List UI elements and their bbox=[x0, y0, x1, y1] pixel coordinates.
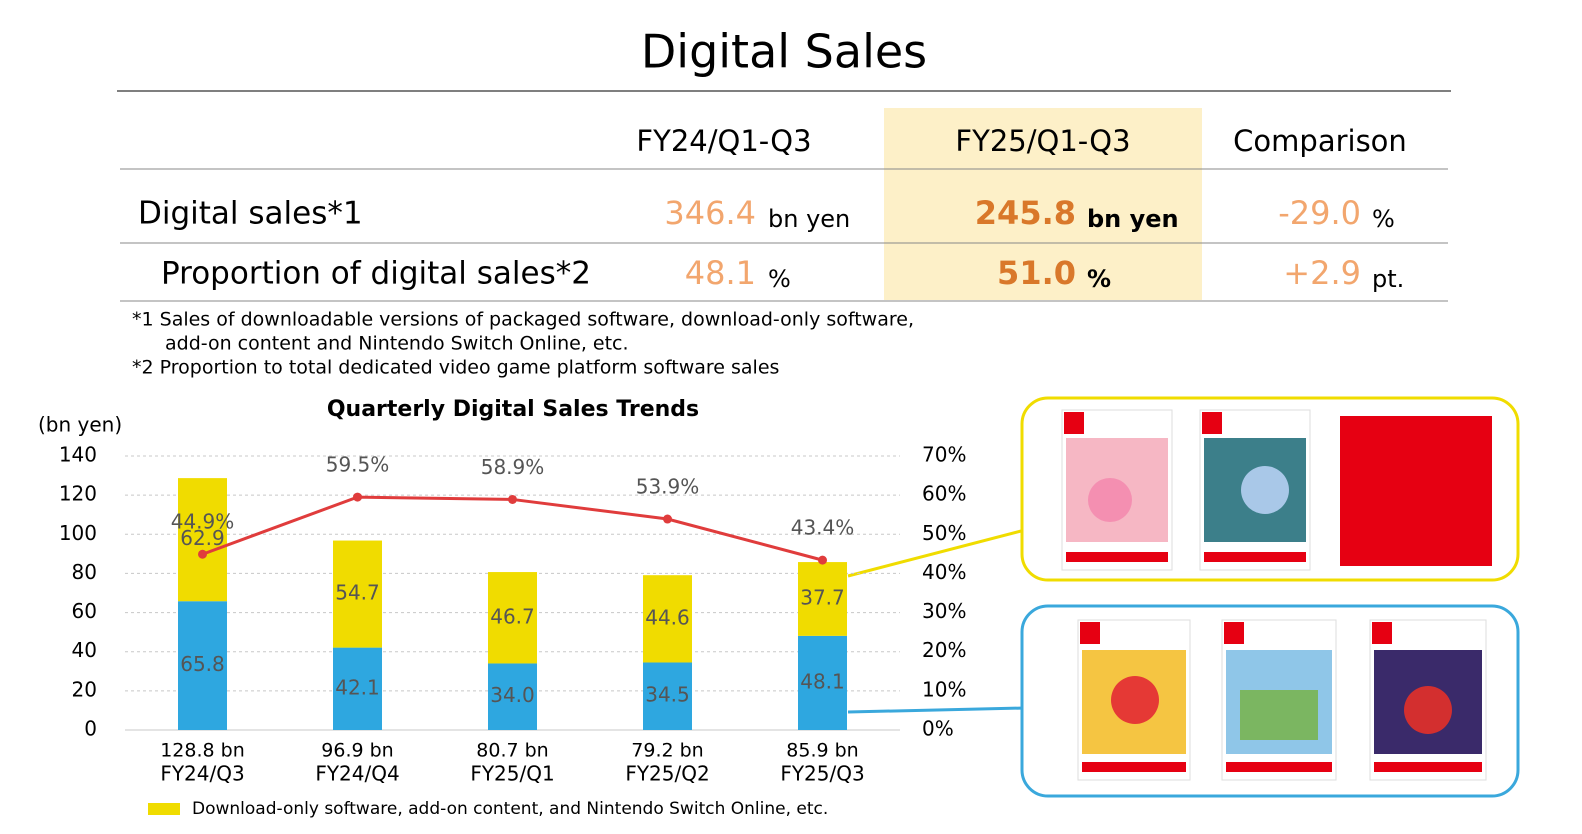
bar-segment bbox=[488, 572, 537, 664]
cell-value: 245.8 bbox=[975, 194, 1076, 232]
bar-segment bbox=[333, 540, 382, 648]
category-total: 80.7 bn bbox=[476, 740, 548, 762]
column-header: Comparison bbox=[1233, 124, 1407, 158]
bar-segment bbox=[178, 601, 227, 730]
y2-tick-label: 70% bbox=[922, 443, 966, 467]
y2-tick-label: 40% bbox=[922, 560, 966, 584]
connector bbox=[847, 528, 1026, 578]
bar-value-label: 42.1 bbox=[335, 675, 380, 699]
y-tick-label: 140 bbox=[59, 443, 97, 467]
bar-segment bbox=[488, 663, 537, 730]
line-value-label: 59.5% bbox=[326, 453, 390, 477]
y-tick-label: 100 bbox=[59, 521, 97, 545]
column-header: FY24/Q1-Q3 bbox=[636, 124, 811, 158]
y2-tick-label: 50% bbox=[922, 521, 966, 545]
y-tick-label: 80 bbox=[72, 560, 97, 584]
chart-title: Quarterly Digital Sales Trends bbox=[327, 397, 699, 422]
cell-unit: bn yen bbox=[768, 205, 850, 233]
product-box bbox=[1369, 619, 1487, 781]
cell-unit: % bbox=[768, 265, 791, 293]
y2-tick-label: 20% bbox=[922, 638, 966, 662]
bar-segment bbox=[178, 478, 227, 602]
y2-tick-label: 10% bbox=[922, 677, 966, 701]
connector bbox=[847, 706, 1026, 714]
x-tick-label: FY25/Q3 bbox=[780, 762, 864, 786]
x-tick-label: FY24/Q4 bbox=[315, 762, 399, 786]
cell-unit: pt. bbox=[1372, 265, 1404, 293]
cell-unit: % bbox=[1372, 205, 1395, 233]
bar-segment bbox=[798, 635, 847, 730]
row-label: Digital sales*1 bbox=[138, 196, 363, 232]
x-tick-label: FY24/Q3 bbox=[160, 762, 244, 786]
bar-value-label: 46.7 bbox=[490, 604, 535, 628]
y2-tick-label: 30% bbox=[922, 599, 966, 623]
bar-value-label: 54.7 bbox=[335, 581, 380, 605]
footnote: *2 Proportion to total dedicated video g… bbox=[132, 357, 779, 379]
bar-value-label: 34.0 bbox=[490, 683, 535, 707]
category-total: 79.2 bn bbox=[631, 740, 703, 762]
line-point bbox=[508, 494, 517, 504]
bar-value-label: 37.7 bbox=[800, 585, 845, 609]
category-total: 128.8 bn bbox=[160, 740, 245, 762]
bar-value-label: 65.8 bbox=[180, 652, 225, 676]
cell-value: 51.0 bbox=[997, 254, 1076, 292]
cell-value: 346.4 bbox=[664, 194, 756, 232]
y-tick-label: 40 bbox=[72, 638, 97, 662]
bar-segment bbox=[798, 562, 847, 636]
cell-unit: bn yen bbox=[1087, 205, 1179, 233]
line-point bbox=[818, 555, 827, 565]
cell-unit: % bbox=[1087, 265, 1111, 293]
line-value-label: 43.4% bbox=[791, 516, 855, 540]
line bbox=[201, 495, 823, 562]
x-tick-label: FY25/Q2 bbox=[625, 762, 709, 786]
line-value-label: 44.9% bbox=[171, 510, 235, 534]
x-tick-label: FY25/Q1 bbox=[470, 762, 554, 786]
category-total: 85.9 bn bbox=[786, 740, 858, 762]
cell-value: +2.9 bbox=[1283, 254, 1361, 292]
line-value-label: 58.9% bbox=[481, 455, 545, 479]
column-header: FY25/Q1-Q3 bbox=[955, 124, 1130, 158]
slide-title: Digital Sales bbox=[641, 25, 927, 79]
category-total: 96.9 bn bbox=[321, 740, 393, 762]
y-tick-label: 120 bbox=[59, 482, 97, 506]
product-box bbox=[1221, 619, 1337, 781]
line-point bbox=[198, 549, 207, 559]
legend-swatch bbox=[148, 803, 180, 815]
row-label: Proportion of digital sales*2 bbox=[161, 256, 591, 292]
footnote: add-on content and Nintendo Switch Onlin… bbox=[165, 333, 629, 355]
y-axis-label: (bn yen) bbox=[38, 413, 122, 437]
bar-value-label: 34.5 bbox=[645, 683, 690, 707]
legend-label: Download-only software, add-on content, … bbox=[192, 799, 828, 819]
highlight-column bbox=[884, 108, 1202, 300]
cell-value: -29.0 bbox=[1278, 194, 1361, 232]
cell-value: 48.1 bbox=[685, 254, 756, 292]
y2-tick-label: 0% bbox=[922, 717, 954, 741]
product-box bbox=[1077, 619, 1191, 781]
bar-segment bbox=[643, 662, 692, 730]
line-value-label: 53.9% bbox=[636, 475, 700, 499]
y-tick-label: 0 bbox=[84, 717, 97, 741]
y2-tick-label: 60% bbox=[922, 482, 966, 506]
bar-value-label: 62.9 bbox=[180, 526, 225, 550]
footnote: *1 Sales of downloadable versions of pac… bbox=[132, 309, 914, 331]
y-tick-label: 60 bbox=[72, 599, 97, 623]
product-box bbox=[1061, 409, 1173, 571]
bar-value-label: 44.6 bbox=[645, 605, 690, 629]
bar-segment bbox=[333, 647, 382, 730]
line-point bbox=[353, 492, 362, 502]
line-point bbox=[663, 514, 672, 524]
bar-value-label: 48.1 bbox=[800, 669, 845, 693]
bar-segment bbox=[643, 575, 692, 663]
product-box bbox=[1199, 409, 1311, 571]
y-tick-label: 20 bbox=[72, 677, 97, 701]
product-card bbox=[1340, 416, 1492, 566]
